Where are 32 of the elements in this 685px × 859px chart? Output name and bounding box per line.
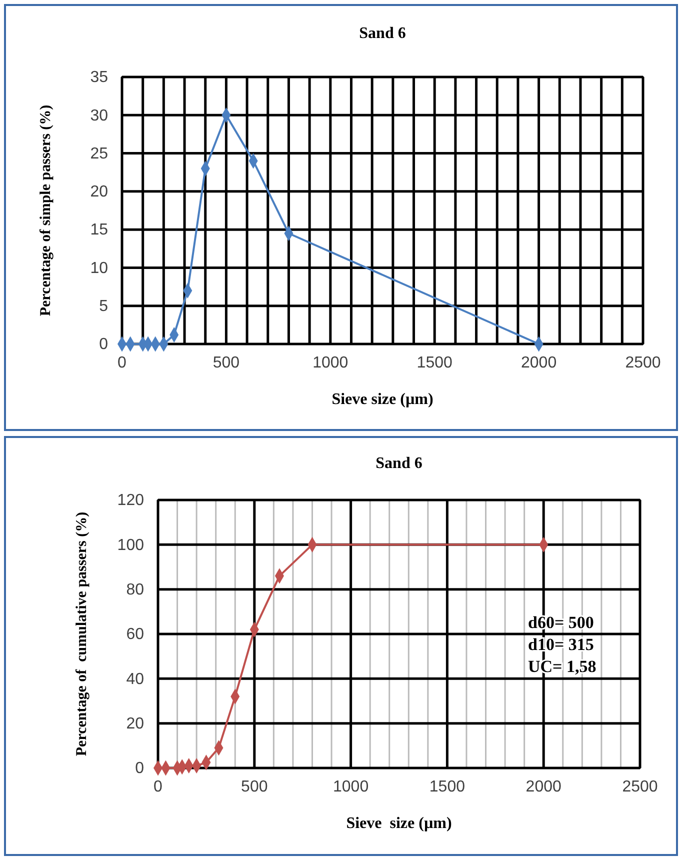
y-tick-label: 60 <box>126 626 144 644</box>
y-tick-label: 120 <box>117 492 144 510</box>
x-tick-label: 0 <box>154 778 163 796</box>
y-tick-label: 25 <box>90 145 108 162</box>
chart-title: Sand 6 <box>359 25 406 42</box>
x-axis-title: Sieve size (µm) <box>346 815 452 832</box>
y-tick-label: 0 <box>135 760 144 778</box>
x-tick-label: 2500 <box>622 778 658 796</box>
x-tick-label: 2000 <box>521 354 557 372</box>
x-tick-label: 1500 <box>416 354 452 372</box>
y-tick-label: 100 <box>117 536 144 554</box>
x-tick-label: 2500 <box>625 354 661 372</box>
x-tick-label: 1000 <box>333 778 369 796</box>
y-tick-label: 5 <box>99 298 108 315</box>
y-tick-label: 40 <box>126 670 144 688</box>
y-axis-title: Percentage of simple passers (%) <box>38 104 54 316</box>
x-axis-title: Sieve size (µm) <box>332 391 434 408</box>
x-tick-label: 1000 <box>312 354 348 372</box>
y-tick-label: 35 <box>90 69 108 86</box>
y-tick-label: 10 <box>90 260 108 277</box>
y-tick-label: 15 <box>90 222 108 239</box>
x-tick-label: 1500 <box>429 778 466 796</box>
y-axis-title: Percentage of cumulative passers (%) <box>74 512 90 756</box>
chart-title: Sand 6 <box>376 455 422 472</box>
x-tick-label: 2000 <box>526 778 562 796</box>
y-tick-label: 20 <box>90 184 108 201</box>
y-tick-label: 20 <box>126 715 144 732</box>
x-tick-label: 500 <box>241 778 268 796</box>
x-tick-label: 500 <box>212 354 240 372</box>
y-tick-label: 30 <box>90 107 108 124</box>
y-tick-label: 80 <box>126 581 144 598</box>
y-tick-label: 0 <box>99 336 108 354</box>
